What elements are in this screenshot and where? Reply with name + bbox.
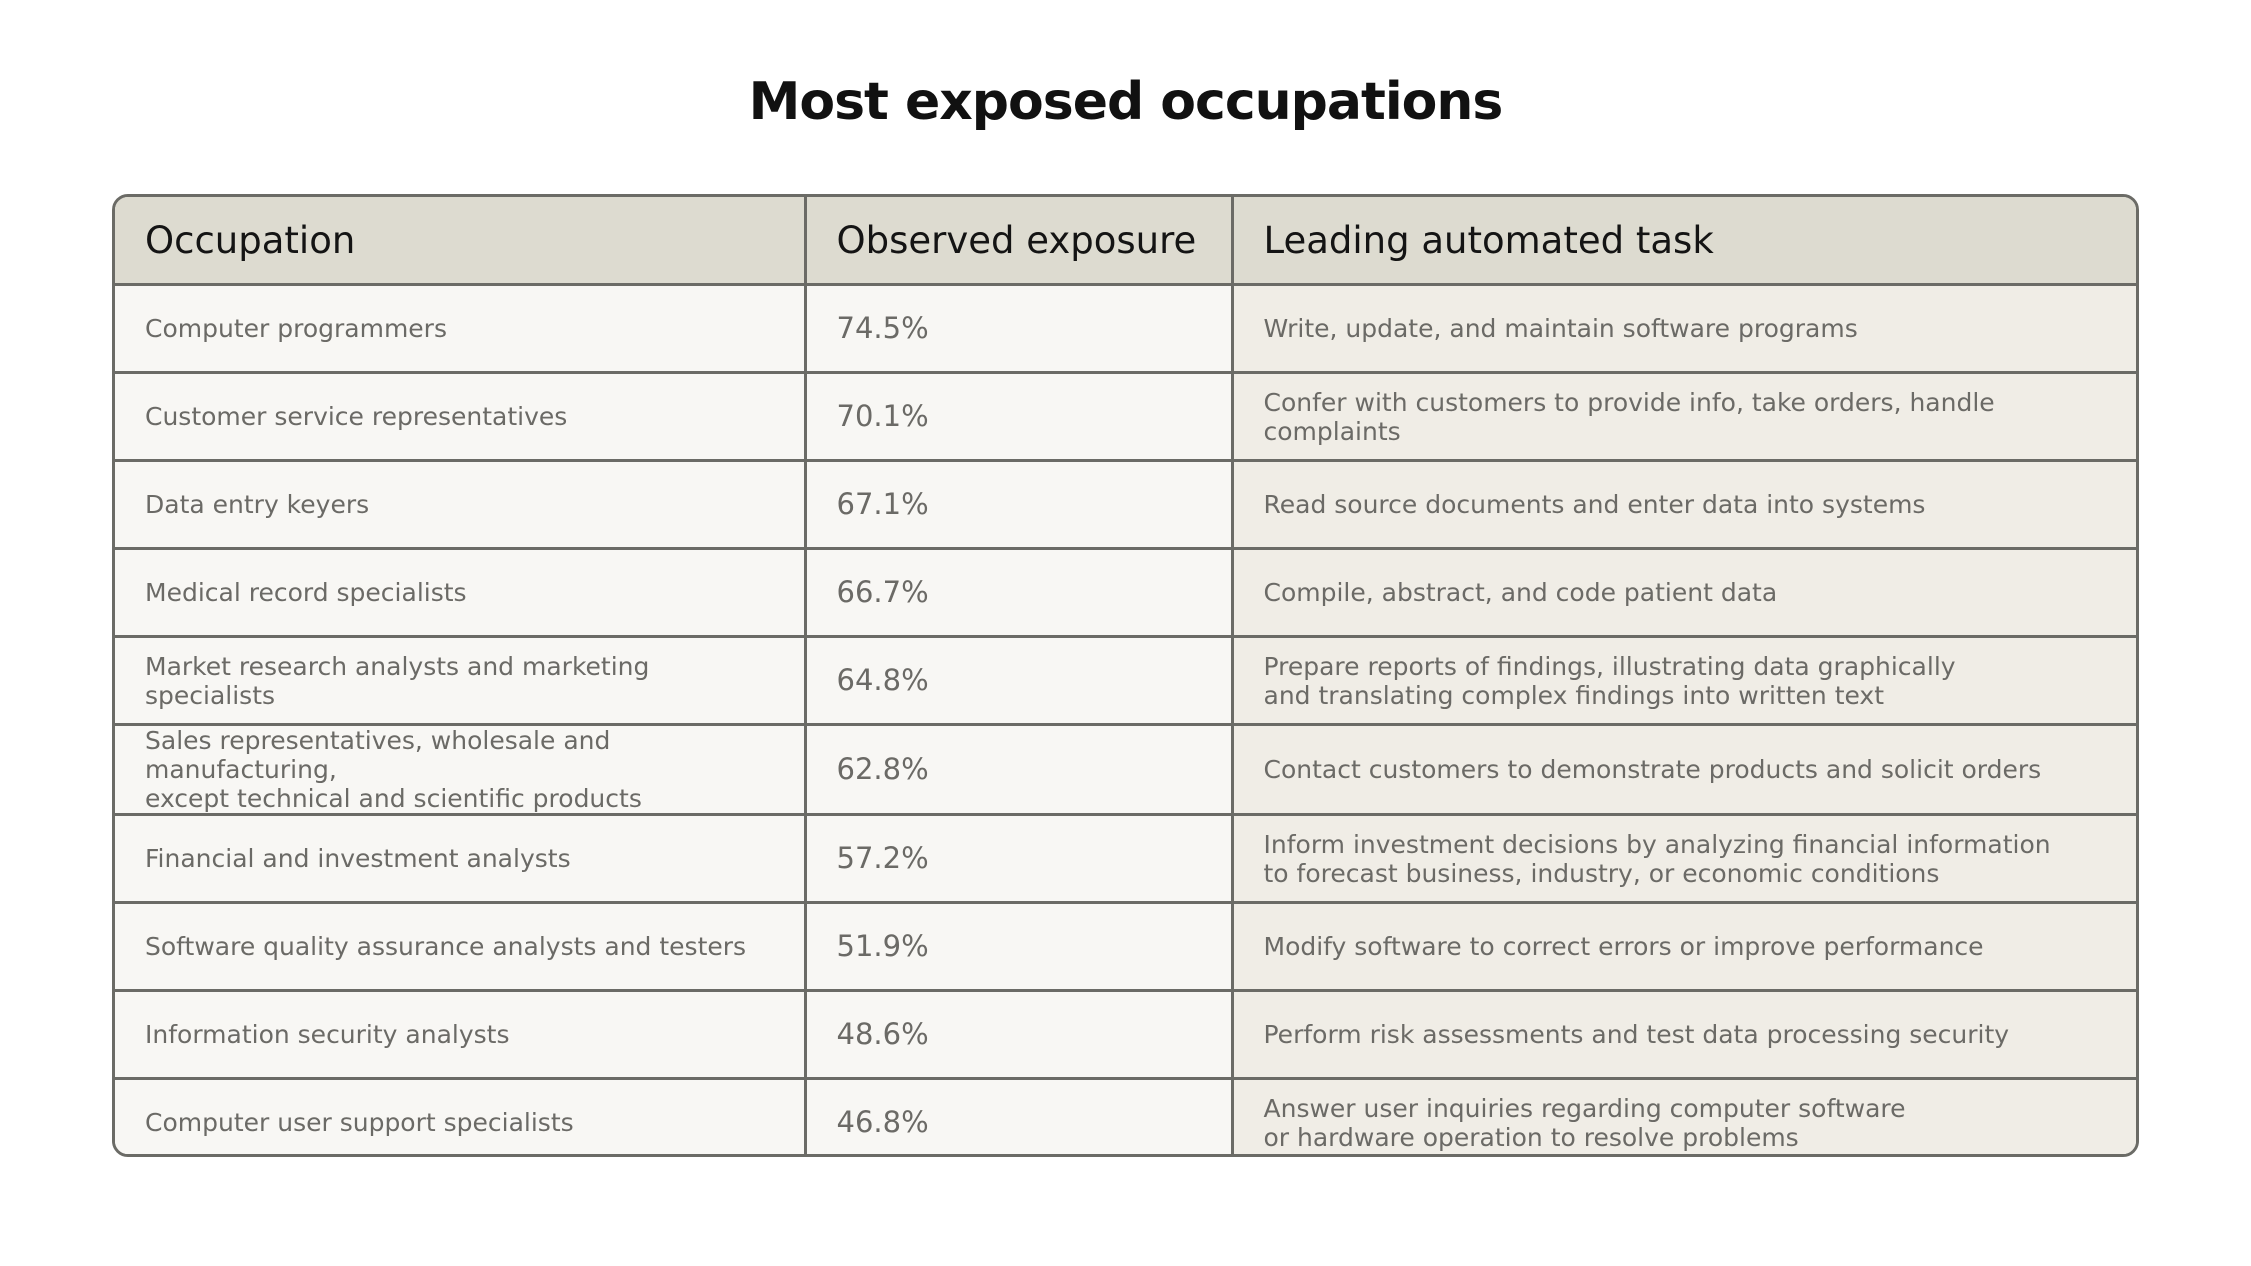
table-row: Data entry keyers 67.1% Read source docume… <box>115 460 2136 550</box>
table-cell: Data entry keyers <box>115 460 807 550</box>
table-row: Customer service representatives 70.1% Con… <box>115 372 2136 462</box>
table-cell: Prepare reports of findings, illustratin… <box>1232 636 2136 726</box>
table-cell: Modify software to correct errors or imp… <box>1232 902 2136 992</box>
header-cell: Observed exposure <box>805 197 1234 286</box>
table-cell: Write, update, and maintain software pro… <box>1232 284 2136 374</box>
table-row: Market research analysts and marketing s… <box>115 636 2136 726</box>
table-row: Computer programmers 74.5% Write, update, … <box>115 284 2136 374</box>
table-cell: 74.5% <box>805 284 1234 374</box>
table-cell: 64.8% <box>805 636 1234 726</box>
table-cell: 66.7% <box>805 548 1234 638</box>
table-cell: Financial and investment analysts <box>115 814 807 904</box>
table-cell: 48.6% <box>805 990 1234 1080</box>
table-row: Software quality assurance analysts and … <box>115 902 2136 992</box>
header-cell: Leading automated task <box>1232 197 2136 286</box>
table-cell: 70.1% <box>805 372 1234 462</box>
header-row: Occupation Observed exposure Leading autom… <box>115 197 2136 286</box>
table-row: Financial and investment analysts 57.2% In… <box>115 814 2136 904</box>
table-cell: Inform investment decisions by analyzing… <box>1232 814 2136 904</box>
header-cell: Occupation <box>115 197 807 286</box>
table-cell: Answer user inquiries regarding computer… <box>1232 1078 2136 1154</box>
table-cell: Computer user support specialists <box>115 1078 807 1154</box>
table-cell: Customer service representatives <box>115 372 807 462</box>
table-body: Computer programmers 74.5% Write, update, … <box>115 284 2136 1154</box>
table-cell: 62.8% <box>805 724 1234 816</box>
table-cell: Contact customers to demonstrate product… <box>1232 724 2136 816</box>
table-cell: Medical record specialists <box>115 548 807 638</box>
table-cell: 67.1% <box>805 460 1234 550</box>
table-cell: 51.9% <box>805 902 1234 992</box>
table-cell: Compile, abstract, and code patient data <box>1232 548 2136 638</box>
table-cell: Perform risk assessments and test data p… <box>1232 990 2136 1080</box>
table-cell: Confer with customers to provide info, t… <box>1232 372 2136 462</box>
table-cell: Market research analysts and marketing s… <box>115 636 807 726</box>
title: Most exposed occupations <box>748 72 1504 132</box>
table: Occupation Observed exposure Leading autom… <box>115 197 2136 1154</box>
table-row: Computer user support specialists 46.8% An… <box>115 1078 2136 1154</box>
table-cell: Sales representatives, wholesale and man… <box>115 724 807 816</box>
table-cell: Computer programmers <box>115 284 807 374</box>
table-cell: 46.8% <box>805 1078 1234 1154</box>
table-cell: Read source documents and enter data int… <box>1232 460 2136 550</box>
table-row: Medical record specialists 66.7% Compile, … <box>115 548 2136 638</box>
table-cell: Information security analysts <box>115 990 807 1080</box>
table-cell: Software quality assurance analysts and … <box>115 902 807 992</box>
table-row: Sales representatives, wholesale and man… <box>115 724 2136 816</box>
table-frame: Occupation Observed exposure Leading autom… <box>112 194 2139 1157</box>
table-cell: 57.2% <box>805 814 1234 904</box>
table-row: Information security analysts 48.6% Perfor… <box>115 990 2136 1080</box>
